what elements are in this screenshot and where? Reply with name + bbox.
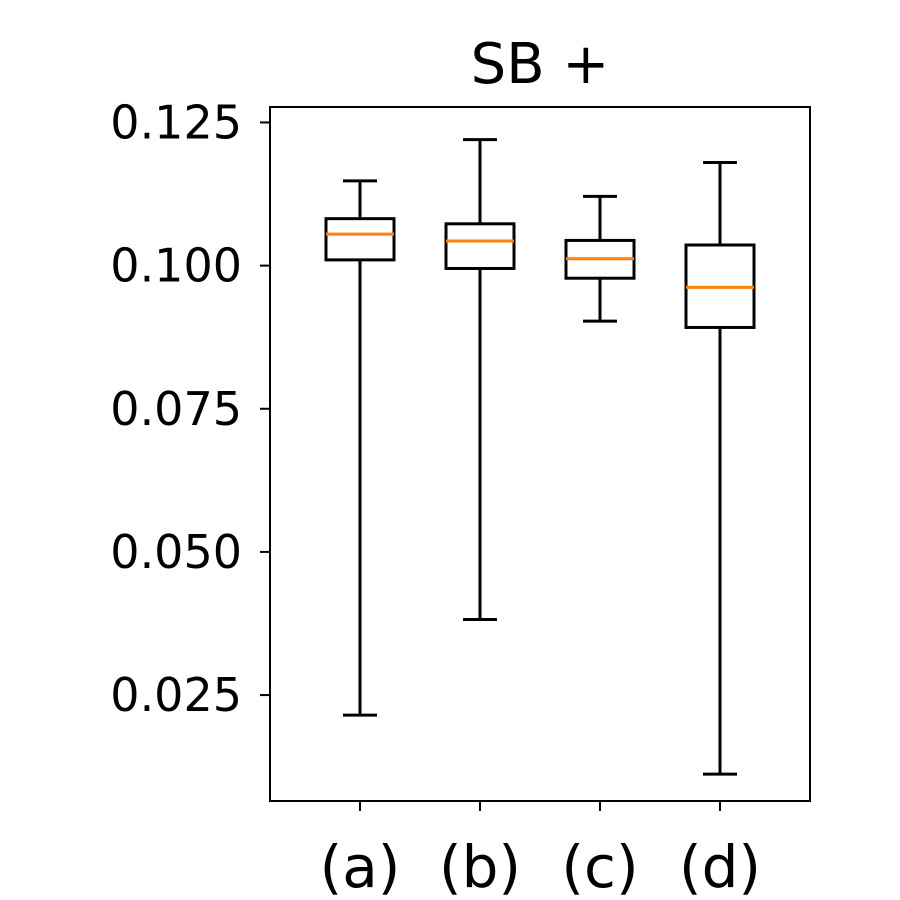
x-axis: (a) (b) (c) (d) — [320, 801, 761, 900]
plot-frame — [269, 106, 811, 802]
x-tick-label: (b) — [439, 833, 521, 900]
y-axis: 0.025 0.050 0.075 0.100 0.125 — [110, 95, 270, 722]
iqr-box — [444, 222, 516, 270]
x-tick-label: (a) — [320, 833, 401, 900]
y-tick-label: 0.075 — [110, 382, 242, 436]
x-tick-label: (d) — [679, 833, 761, 900]
plot-content — [324, 138, 756, 776]
box-1 — [324, 179, 396, 717]
y-tick-label: 0.050 — [110, 525, 242, 579]
chart-title: SB + — [471, 32, 610, 97]
box-3 — [564, 194, 636, 323]
box-2 — [444, 138, 516, 621]
y-tick-label: 0.025 — [110, 668, 242, 722]
x-tick-label: (c) — [561, 833, 638, 900]
y-tick-label: 0.125 — [110, 95, 242, 149]
iqr-box — [324, 217, 396, 262]
y-tick-label: 0.100 — [110, 239, 242, 293]
box-4 — [684, 161, 756, 776]
